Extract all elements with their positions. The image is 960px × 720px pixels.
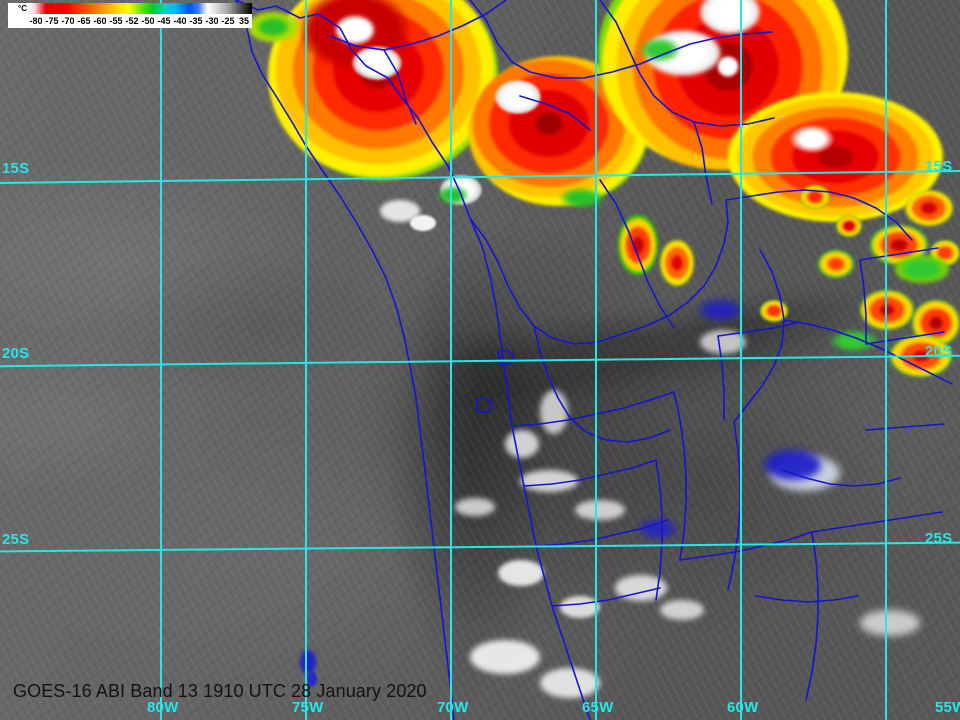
gridline-longitude — [450, 0, 452, 720]
convective-cell — [598, 0, 848, 170]
colorbar-gradient — [28, 3, 252, 14]
colorbar-tick: 35 — [238, 16, 249, 26]
lon-label-55w: 55W — [935, 699, 960, 716]
convective-cell — [728, 92, 943, 222]
colorbar-tick: -45 — [157, 16, 171, 26]
lon-label-60w: 60W — [727, 699, 759, 716]
colorbar-tick: -70 — [61, 16, 75, 26]
gridline-latitude — [0, 540, 960, 554]
colorbar-tick: -40 — [173, 16, 187, 26]
lat-label-left-20s: 20S — [2, 345, 30, 362]
convective-cell — [268, 0, 498, 180]
colorbar-tick: -50 — [141, 16, 155, 26]
lat-label-right-20s: 20S — [925, 343, 953, 360]
gridline-longitude — [305, 0, 307, 720]
colorbar-tick: -75 — [45, 16, 59, 26]
lon-label-65w: 65W — [582, 699, 614, 716]
convective-cell — [468, 56, 648, 206]
colorbar-tick: -55 — [109, 16, 123, 26]
colorbar-ramp-row: °C — [8, 3, 252, 14]
gridline-longitude — [160, 0, 162, 720]
gridline-latitude — [0, 353, 960, 369]
colorbar-tick: -30 — [205, 16, 219, 26]
lon-label-70w: 70W — [437, 699, 469, 716]
colorbar-tick: -60 — [93, 16, 107, 26]
gridline-longitude — [595, 0, 597, 720]
lat-label-right-15s: 15S — [925, 158, 953, 175]
gridline-longitude — [885, 0, 887, 720]
colorbar-unit-label: °C — [18, 4, 27, 13]
lat-label-right-25s: 25S — [925, 530, 953, 547]
product-caption: GOES-16 ABI Band 13 1910 UTC 28 January … — [13, 681, 427, 701]
colorbar-tick: -25 — [221, 16, 235, 26]
gridline-longitude — [740, 0, 742, 720]
colorbar-tick: -35 — [189, 16, 203, 26]
temperature-colorbar[interactable]: °C -80 -75 -70 -65 -60 -55 -52 -50 -45 -… — [8, 3, 252, 28]
lat-label-left-15s: 15S — [2, 160, 30, 177]
colorbar-tick: -65 — [77, 16, 91, 26]
colorbar-tick: -80 — [29, 16, 43, 26]
colorbar-tick: -52 — [125, 16, 139, 26]
gridline-latitude — [0, 168, 960, 186]
lat-label-left-25s: 25S — [2, 531, 30, 548]
colorbar-tick-labels: -80 -75 -70 -65 -60 -55 -52 -50 -45 -40 … — [8, 14, 252, 28]
